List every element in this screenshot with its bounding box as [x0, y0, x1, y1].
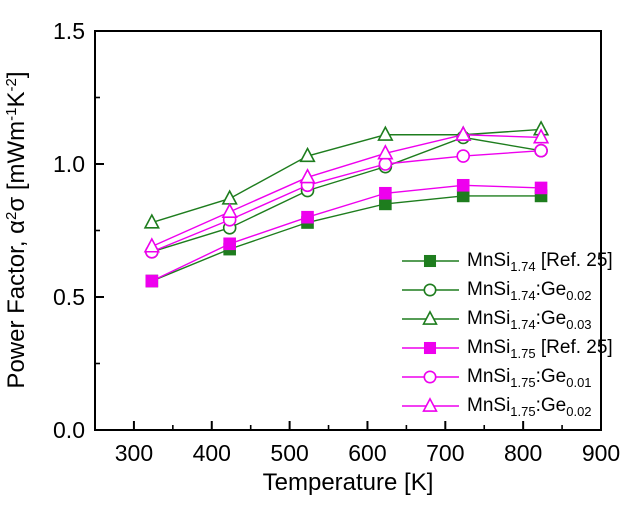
data-point-square — [456, 178, 470, 192]
y-tick-label: 1.5 — [53, 18, 85, 44]
legend-marker-icon — [402, 309, 459, 325]
data-point-triangle — [455, 125, 472, 141]
tick-labels: 300 400 500 600 700 800 900 0.0 0.5 1.0 1.5 — [53, 18, 620, 466]
y-tick-label: 1.0 — [53, 151, 85, 177]
series-line-3 — [151, 184, 542, 282]
data-point-circle — [423, 283, 437, 296]
data-point-circle — [534, 143, 548, 158]
data-point-square — [423, 254, 437, 267]
data-point-triangle — [377, 144, 394, 160]
legend-item: MnSi1.75:Ge0.01 — [402, 362, 613, 391]
data-point-triangle — [299, 168, 316, 184]
data-point-triangle — [532, 128, 550, 144]
legend-label: MnSi1.74 [Ref. 25] — [467, 250, 613, 274]
data-point-square — [534, 181, 548, 195]
data-point-triangle — [377, 125, 394, 141]
x-tick-label: 300 — [115, 440, 153, 466]
series-line-2 — [151, 128, 542, 224]
legend: MnSi1.74 [Ref. 25] MnSi1.74:Ge0.02 MnSi1.7… — [402, 246, 613, 420]
data-point-square — [145, 274, 159, 288]
x-tick-label: 400 — [193, 440, 231, 466]
data-point-square — [456, 189, 470, 203]
series-layer — [143, 120, 550, 288]
legend-marker-icon — [402, 283, 459, 296]
x-tick-label: 700 — [426, 440, 464, 466]
data-point-square — [301, 210, 314, 224]
data-point-circle — [456, 149, 471, 163]
data-point-triangle — [143, 237, 160, 253]
legend-label: MnSi1.75 [Ref. 25] — [467, 337, 613, 361]
series-line-0 — [151, 195, 542, 282]
data-point-square — [223, 237, 236, 251]
legend-marker-icon — [402, 396, 459, 412]
data-point-circle — [378, 157, 393, 171]
series-line-1 — [151, 136, 542, 253]
plot-frame — [94, 30, 602, 431]
y-tick-label: 0.5 — [53, 284, 85, 310]
legend-item: MnSi1.75:Ge0.02 — [402, 391, 613, 420]
data-point-square — [423, 341, 437, 354]
legend-item: MnSi1.74:Ge0.03 — [402, 304, 613, 333]
legend-marker-icon — [402, 341, 459, 354]
legend-label: MnSi1.75:Ge0.02 — [467, 395, 592, 419]
legend-item: MnSi1.74 [Ref. 25] — [402, 246, 613, 275]
y-axis-title: Power Factor, α2σ [mWm-1K-2] — [3, 71, 30, 388]
data-point-triangle — [221, 189, 238, 205]
data-point-triangle — [221, 202, 238, 218]
x-tick-label: 800 — [504, 440, 542, 466]
legend-label: MnSi1.74:Ge0.03 — [467, 308, 592, 332]
legend-marker-icon — [402, 370, 459, 383]
series-line-5 — [151, 134, 542, 248]
series-line-4 — [151, 150, 542, 253]
x-tick-label: 900 — [582, 440, 620, 466]
data-point-triangle — [422, 396, 438, 412]
data-point-circle — [423, 370, 437, 383]
data-point-square — [379, 186, 392, 200]
x-tick-label: 500 — [270, 440, 308, 466]
data-point-triangle — [422, 309, 438, 325]
data-point-triangle — [143, 213, 160, 229]
x-tick-label: 600 — [348, 440, 386, 466]
legend-label: MnSi1.75:Ge0.01 — [467, 366, 592, 390]
legend-item: MnSi1.75 [Ref. 25] — [402, 333, 613, 362]
legend-marker-icon — [402, 254, 459, 267]
data-point-triangle — [299, 146, 316, 163]
legend-label: MnSi1.74:Ge0.02 — [467, 279, 592, 303]
data-point-square — [379, 197, 392, 211]
legend-item: MnSi1.74:Ge0.02 — [402, 275, 613, 304]
x-axis-title: Temperature [K] — [263, 469, 434, 496]
y-tick-label: 0.0 — [53, 417, 85, 443]
